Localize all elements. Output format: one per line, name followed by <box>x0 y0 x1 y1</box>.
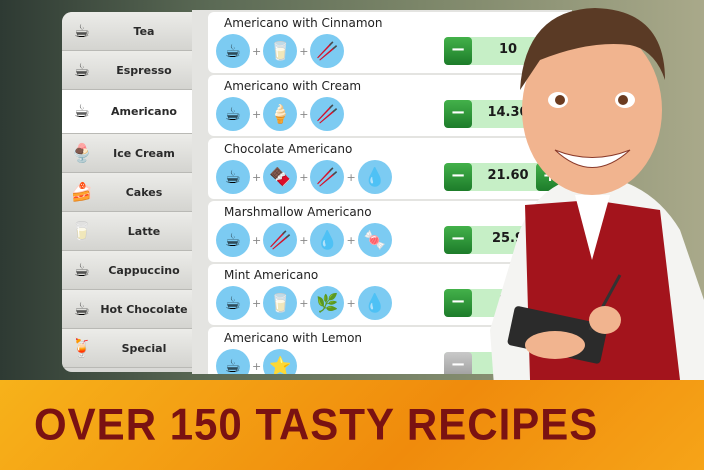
ingredient-list: ☕ + 🥢 + 💧 + 🍬 <box>216 223 392 257</box>
coffee-cup-icon: ☕ <box>216 286 250 320</box>
category-tab-espresso[interactable]: ☕ Espresso <box>62 51 192 90</box>
plus-sign: + <box>252 296 262 310</box>
recipe-name: Marshmallow Americano <box>224 205 372 219</box>
category-label: Tea <box>133 24 155 38</box>
decrease-price-button[interactable]: − <box>444 100 472 128</box>
chocolate-syrup-icon: 💧 <box>357 160 392 194</box>
coffee-cup-icon: ☕ <box>216 349 250 374</box>
price-value: 25.9 <box>491 231 525 246</box>
plus-sign: + <box>346 296 356 310</box>
locked-lemon-icon: ⭐ <box>263 349 298 374</box>
coffee-cup-icon: ☕ <box>216 223 250 257</box>
plus-sign: + <box>299 44 309 58</box>
plus-sign: + <box>299 170 309 184</box>
ingredient-list: ☕ + 🍫 + 🥢 + 💧 <box>216 160 392 194</box>
category-label: Special <box>121 341 167 355</box>
category-label: Cakes <box>125 185 163 199</box>
category-tab-cappuccino[interactable]: ☕ Cappuccino <box>62 251 192 290</box>
cinnamon-icon: 🥢 <box>263 223 298 257</box>
recipe-row: Marshmallow Americano ☕ + 🥢 + 💧 + 🍬 − 25.9 <box>208 201 572 262</box>
category-tab-cakes[interactable]: 🍰 Cakes <box>62 173 192 212</box>
plus-sign: + <box>299 296 309 310</box>
price-value: 21.60 <box>487 168 529 183</box>
category-tab-special[interactable]: 🍹 Special <box>62 329 192 368</box>
decrease-price-button[interactable]: − <box>444 352 472 374</box>
cappuccino-icon: ☕ <box>73 259 91 281</box>
decrease-price-button[interactable]: − <box>444 226 472 254</box>
recipe-row: Americano with Cinnamon ☕ + 🥛 + 🥢 − 10 <box>208 12 572 73</box>
category-label: Cappuccino <box>108 263 180 277</box>
category-label: Latte <box>127 224 161 238</box>
recipe-name: Chocolate Americano <box>224 142 353 156</box>
cinnamon-icon: 🥢 <box>310 34 345 68</box>
plus-sign: + <box>252 359 262 373</box>
recipe-name: Mint Americano <box>224 268 319 282</box>
recipe-row: Chocolate Americano ☕+🍫+🥢+💧 − 21.60 + <box>208 138 572 199</box>
category-label: Hot Chocolate <box>100 302 188 316</box>
category-tab-americano[interactable]: ☕ Americano <box>62 90 192 134</box>
category-sidebar: ☕ Tea ☕ Espresso ☕ Americano 🍨 Ice Cream… <box>62 12 192 372</box>
honey-drop-icon: 💧 <box>357 286 392 320</box>
tea-cup-icon: ☕ <box>73 20 91 42</box>
category-label: Americano <box>111 105 177 118</box>
decrease-price-button[interactable]: − <box>444 37 472 65</box>
decrease-price-button[interactable]: − <box>444 289 472 317</box>
recipe-name: Americano with Cinnamon <box>224 16 383 30</box>
category-tab-hot-chocolate[interactable]: ☕ Hot Chocolate <box>62 290 192 329</box>
plus-sign: + <box>252 107 262 121</box>
milk-jug-icon: 🥛 <box>263 286 298 320</box>
plus-sign: + <box>299 233 309 247</box>
ingredient-list: ☕ + 🍦 + 🥢 <box>216 97 345 131</box>
recipe-name: Americano with Lemon <box>224 331 363 345</box>
latte-icon: 🥛 <box>70 220 94 242</box>
plus-sign: + <box>346 170 356 184</box>
milk-jug-icon: 🥛 <box>263 34 298 68</box>
coffee-cup-icon: ☕ <box>216 34 250 68</box>
special-icon: 🍹 <box>70 337 94 359</box>
chocolate-icon: 🍫 <box>263 160 298 194</box>
price-value: 10 <box>498 42 518 57</box>
whipped-cream-icon: 🍦 <box>263 97 298 131</box>
category-tab-ice-cream[interactable]: 🍨 Ice Cream <box>62 134 192 173</box>
plus-sign: + <box>299 107 309 121</box>
price-value: 14.30 <box>487 105 529 120</box>
ingredient-list: ☕ + ⭐ <box>216 349 298 374</box>
hot-chocolate-icon: ☕ <box>73 298 91 320</box>
banner-text: OVER 150 TASTY RECIPES <box>34 399 599 450</box>
coffee-cup-icon: ☕ <box>216 160 250 194</box>
ingredient-list: ☕ + 🥛 + 🥢 <box>216 34 345 68</box>
category-label: Ice Cream <box>113 146 175 160</box>
ice-cream-icon: 🍨 <box>70 142 94 164</box>
decrease-price-button[interactable]: − <box>444 163 472 191</box>
plus-sign: + <box>252 170 262 184</box>
coffee-cup-icon: ☕ <box>216 97 250 131</box>
recipe-name: Americano with Cream <box>224 79 362 93</box>
cinnamon-icon: 🥢 <box>310 97 345 131</box>
mint-icon: 🌿 <box>310 286 345 320</box>
category-label: Espresso <box>116 63 172 77</box>
espresso-icon: ☕ <box>73 59 91 81</box>
plus-sign: + <box>252 44 262 58</box>
syrup-drop-icon: 💧 <box>310 223 345 257</box>
cake-icon: 🍰 <box>70 181 94 203</box>
marshmallow-icon: 🍬 <box>357 223 392 257</box>
plus-sign: + <box>346 233 356 247</box>
recipe-row: Americano with Cream ☕ + 🍦 + 🥢 − 14.30 <box>208 75 572 136</box>
cinnamon-icon: 🥢 <box>310 160 345 194</box>
americano-icon: ☕ <box>73 101 91 122</box>
promo-banner: OVER 150 TASTY RECIPES <box>0 380 704 470</box>
plus-sign: + <box>252 233 262 247</box>
category-tab-latte[interactable]: 🥛 Latte <box>62 212 192 251</box>
category-tab-tea[interactable]: ☕ Tea <box>62 12 192 51</box>
ingredient-list: ☕ + 🥛 + 🌿 + 💧 <box>216 286 392 320</box>
